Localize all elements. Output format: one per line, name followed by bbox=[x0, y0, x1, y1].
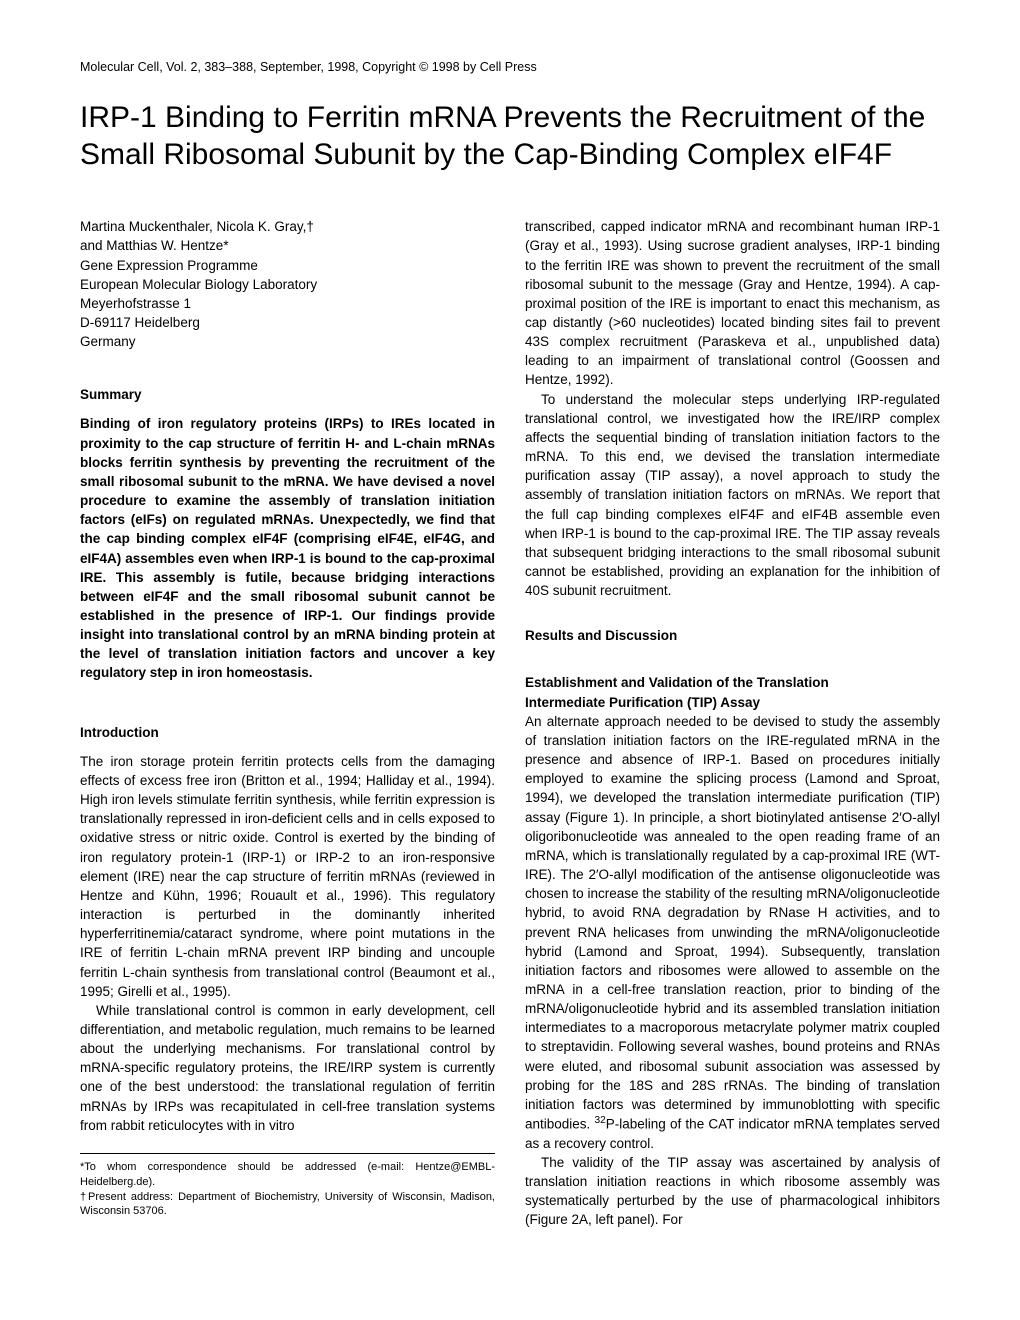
paper-title: IRP-1 Binding to Ferritin mRNA Prevents … bbox=[80, 100, 940, 173]
right-paragraph-1a: transcribed, capped indicator mRNA and r… bbox=[525, 217, 940, 389]
two-column-layout: Martina Muckenthaler, Nicola K. Gray,† a… bbox=[80, 217, 940, 1229]
affiliation: Meyerhofstrasse 1 bbox=[80, 294, 495, 313]
right-paragraph-1b: To understand the molecular steps underl… bbox=[525, 390, 940, 601]
introduction-heading: Introduction bbox=[80, 723, 495, 742]
intro-paragraph-1: The iron storage protein ferritin protec… bbox=[80, 752, 495, 1001]
tip-subheading-1: Establishment and Validation of the Tran… bbox=[525, 673, 940, 692]
journal-header: Molecular Cell, Vol. 2, 383–388, Septemb… bbox=[80, 60, 940, 74]
results-heading: Results and Discussion bbox=[525, 626, 940, 645]
affiliation: European Molecular Biology Laboratory bbox=[80, 275, 495, 294]
intro-paragraph-2: While translational control is common in… bbox=[80, 1001, 495, 1135]
author-line: and Matthias W. Hentze* bbox=[80, 236, 495, 255]
affiliation: Gene Expression Programme bbox=[80, 256, 495, 275]
superscript-32: 32 bbox=[595, 1115, 606, 1126]
left-column: Martina Muckenthaler, Nicola K. Gray,† a… bbox=[80, 217, 495, 1229]
right-paragraph-2: An alternate approach needed to be devis… bbox=[525, 712, 940, 1153]
right-column: transcribed, capped indicator mRNA and r… bbox=[525, 217, 940, 1229]
footnote-present-address: †Present address: Department of Biochemi… bbox=[80, 1190, 495, 1220]
right-paragraph-3: The validity of the TIP assay was ascert… bbox=[525, 1153, 940, 1230]
summary-paragraph: Binding of iron regulatory proteins (IRP… bbox=[80, 414, 495, 682]
summary-heading: Summary bbox=[80, 385, 495, 404]
footnote-correspondence: *To whom correspondence should be addres… bbox=[80, 1160, 495, 1190]
author-line: Martina Muckenthaler, Nicola K. Gray,† bbox=[80, 217, 495, 236]
tip-subheading-2: Intermediate Purification (TIP) Assay bbox=[525, 693, 940, 712]
affiliation: Germany bbox=[80, 332, 495, 351]
footnotes: *To whom correspondence should be addres… bbox=[80, 1153, 495, 1219]
right-p2-body: An alternate approach needed to be devis… bbox=[525, 714, 940, 1132]
author-names-1: Martina Muckenthaler, Nicola K. Gray,† bbox=[80, 219, 314, 234]
authors-block: Martina Muckenthaler, Nicola K. Gray,† a… bbox=[80, 217, 495, 351]
affiliation: D-69117 Heidelberg bbox=[80, 313, 495, 332]
